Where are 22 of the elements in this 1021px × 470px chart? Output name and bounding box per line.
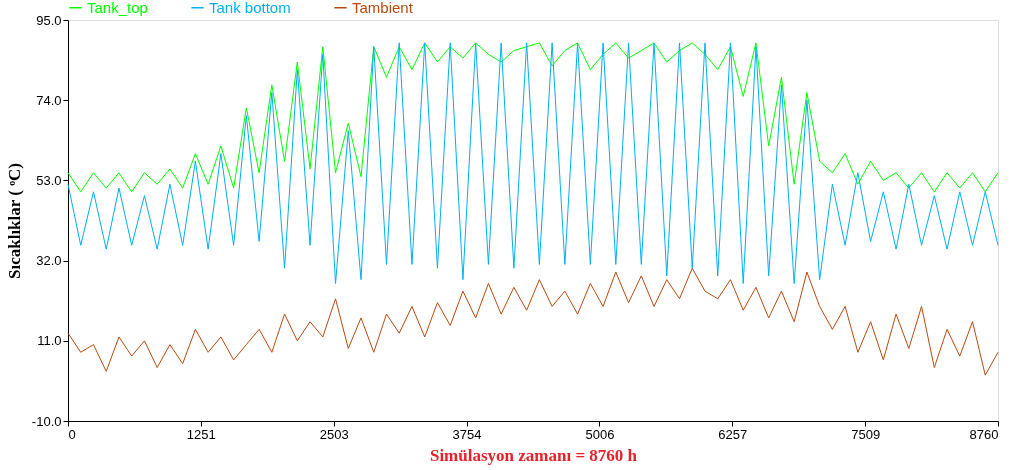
y-tick-label: 53.0	[36, 172, 62, 188]
y-axis-title: Sıcaklıklar ( ᵒC)	[4, 162, 24, 280]
legend-label: Tambient	[352, 0, 414, 16]
x-tick-label: 8760	[969, 426, 999, 442]
line-series	[67, 42, 999, 193]
text: Tank_top	[87, 0, 148, 16]
y-tick-label: 11.0	[37, 333, 62, 349]
line-series	[67, 42, 999, 285]
y-tick-label: 95.0	[36, 12, 62, 28]
x-tick-label: 2503	[319, 426, 349, 442]
x-tick-label: 0	[68, 426, 76, 442]
x-tick-label: 6257	[718, 426, 748, 442]
x-tick-label: 5006	[585, 426, 615, 442]
x-axis-title: Simülasyon zamanı = 8760 h	[429, 445, 638, 465]
y-tick-label: 32.0	[36, 253, 62, 269]
x-tick-label: 1251	[186, 426, 216, 442]
line-series	[67, 267, 999, 376]
y-tick-label: -10.0	[31, 413, 62, 429]
x-tick-label: 7509	[851, 426, 881, 442]
y-tick-label: 74.0	[36, 92, 62, 108]
legend-label: Tank bottom	[209, 0, 291, 16]
x-tick-label: 3754	[452, 426, 482, 442]
